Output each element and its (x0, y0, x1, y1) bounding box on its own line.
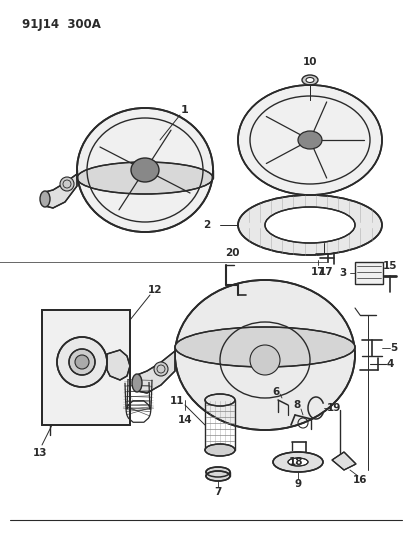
Polygon shape (45, 174, 77, 208)
Ellipse shape (206, 471, 230, 481)
Text: 17: 17 (319, 267, 333, 277)
Ellipse shape (238, 85, 382, 195)
Text: 17: 17 (311, 267, 325, 277)
Text: 13: 13 (33, 448, 47, 458)
Ellipse shape (77, 162, 213, 194)
Polygon shape (137, 351, 175, 393)
Bar (42, 310, 130, 425)
Text: 8: 8 (293, 400, 301, 410)
Circle shape (69, 349, 95, 375)
Ellipse shape (132, 374, 142, 392)
Ellipse shape (175, 280, 355, 430)
Ellipse shape (288, 458, 308, 466)
Ellipse shape (175, 327, 355, 367)
Ellipse shape (302, 75, 318, 85)
Circle shape (60, 177, 74, 191)
Ellipse shape (298, 131, 322, 149)
Ellipse shape (306, 77, 314, 83)
Ellipse shape (273, 452, 323, 472)
Polygon shape (332, 452, 356, 470)
Text: 7: 7 (214, 487, 222, 497)
Circle shape (57, 337, 107, 387)
Ellipse shape (205, 394, 235, 406)
Text: 16: 16 (353, 475, 367, 485)
Circle shape (154, 362, 168, 376)
Circle shape (250, 345, 280, 375)
Bar (355, 262, 383, 284)
Circle shape (75, 355, 89, 369)
Ellipse shape (238, 195, 382, 255)
Ellipse shape (77, 108, 213, 232)
Text: 1: 1 (181, 105, 189, 115)
Text: 9: 9 (295, 479, 302, 489)
Text: 6: 6 (272, 387, 280, 397)
Ellipse shape (206, 467, 230, 477)
Text: 14: 14 (178, 415, 192, 425)
Text: 4: 4 (386, 359, 394, 369)
Text: 5: 5 (391, 343, 398, 353)
Ellipse shape (131, 158, 159, 182)
Text: 10: 10 (303, 57, 317, 67)
Bar (42, 310, 130, 425)
Polygon shape (107, 350, 130, 380)
Text: 15: 15 (383, 261, 397, 271)
Text: 11: 11 (170, 396, 184, 406)
Text: 2: 2 (203, 220, 210, 230)
Text: 91J14  300A: 91J14 300A (22, 18, 101, 31)
Ellipse shape (205, 444, 235, 456)
Ellipse shape (40, 191, 50, 207)
Text: 18: 18 (289, 457, 303, 467)
Text: 3: 3 (340, 268, 347, 278)
Text: 19: 19 (327, 403, 341, 413)
Ellipse shape (265, 207, 355, 243)
Text: 20: 20 (225, 248, 239, 258)
Text: 12: 12 (148, 285, 162, 295)
